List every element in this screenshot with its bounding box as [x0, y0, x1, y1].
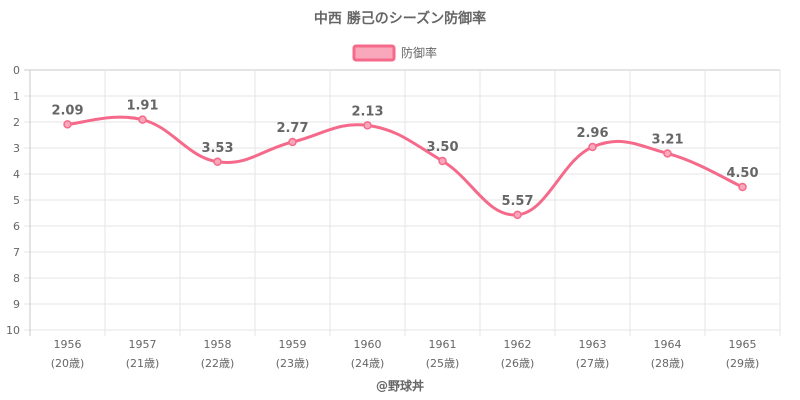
y-tick-label: 9	[13, 298, 20, 311]
chart-title: 中西 勝己のシーズン防御率	[314, 10, 486, 27]
y-tick-label: 1	[13, 90, 20, 103]
data-point[interactable]	[288, 137, 297, 147]
x-tick-sublabel: (26歳)	[501, 357, 535, 370]
x-tick-sublabel: (21歳)	[126, 357, 160, 370]
x-tick-label: 1957	[129, 338, 157, 351]
x-tick-sublabel: (20歳)	[51, 357, 85, 370]
y-tick-label: 8	[13, 272, 20, 285]
data-point[interactable]	[738, 182, 747, 192]
data-label: 2.96	[576, 126, 608, 141]
data-label: 4.50	[726, 166, 758, 181]
y-tick-label: 2	[13, 116, 20, 129]
data-points	[63, 115, 747, 220]
footer-credit: @野球丼	[376, 378, 424, 393]
data-point[interactable]	[138, 115, 147, 124]
series-line	[67, 115, 744, 217]
data-point[interactable]	[438, 156, 447, 166]
data-point[interactable]	[513, 210, 522, 220]
x-tick-sublabel: (24歳)	[351, 357, 385, 370]
x-tick-label: 1959	[279, 338, 307, 351]
data-label: 3.21	[651, 132, 683, 147]
x-axis: 1956 (20歳) 1957 (21歳) 1958 (22歳) 1959 (23歳) 1960…	[51, 338, 760, 370]
data-label: 2.77	[276, 121, 308, 136]
y-tick-label: 4	[13, 168, 20, 181]
y-tick-label: 3	[13, 142, 20, 155]
data-point[interactable]	[363, 121, 372, 130]
legend-label: 防御率	[401, 45, 437, 60]
y-tick-label: 10	[6, 324, 20, 337]
data-label: 2.09	[51, 103, 83, 118]
x-tick-sublabel: (23歳)	[276, 357, 310, 370]
x-tick-label: 1958	[204, 338, 232, 351]
y-tick-label: 6	[13, 220, 20, 233]
x-tick-sublabel: (27歳)	[576, 357, 610, 370]
x-tick-sublabel: (22歳)	[201, 357, 235, 370]
x-tick-label: 1960	[354, 338, 382, 351]
grid	[24, 69, 781, 336]
y-tick-label: 7	[13, 246, 20, 259]
data-point[interactable]	[588, 142, 597, 152]
y-tick-label: 5	[13, 194, 20, 207]
x-tick-label: 1963	[579, 338, 607, 351]
data-point[interactable]	[663, 149, 672, 158]
y-axis: 0 1 2 3 4 5 6 7 8 9 10	[6, 64, 20, 337]
data-point[interactable]	[213, 157, 222, 167]
x-tick-sublabel: (28歳)	[651, 357, 685, 370]
x-tick-label: 1965	[729, 338, 757, 351]
data-label: 1.91	[126, 99, 158, 114]
y-tick-label: 0	[13, 64, 20, 77]
x-tick-label: 1961	[429, 338, 457, 351]
legend-swatch	[352, 44, 396, 62]
x-tick-label: 1964	[654, 338, 682, 351]
x-tick-sublabel: (25歳)	[426, 357, 460, 370]
legend[interactable]: 防御率	[352, 44, 437, 62]
x-tick-label: 1956	[54, 338, 82, 351]
data-label: 3.53	[201, 141, 233, 156]
data-labels: 2.09 1.91 3.53 2.77 2.13 3.50 5.57 2.96 3.21 4.50	[51, 99, 758, 209]
data-label: 2.13	[351, 104, 383, 119]
data-label: 3.50	[426, 140, 458, 155]
x-tick-label: 1962	[504, 338, 532, 351]
x-tick-sublabel: (29歳)	[726, 357, 760, 370]
data-point[interactable]	[63, 120, 72, 129]
data-label: 5.57	[501, 194, 533, 209]
